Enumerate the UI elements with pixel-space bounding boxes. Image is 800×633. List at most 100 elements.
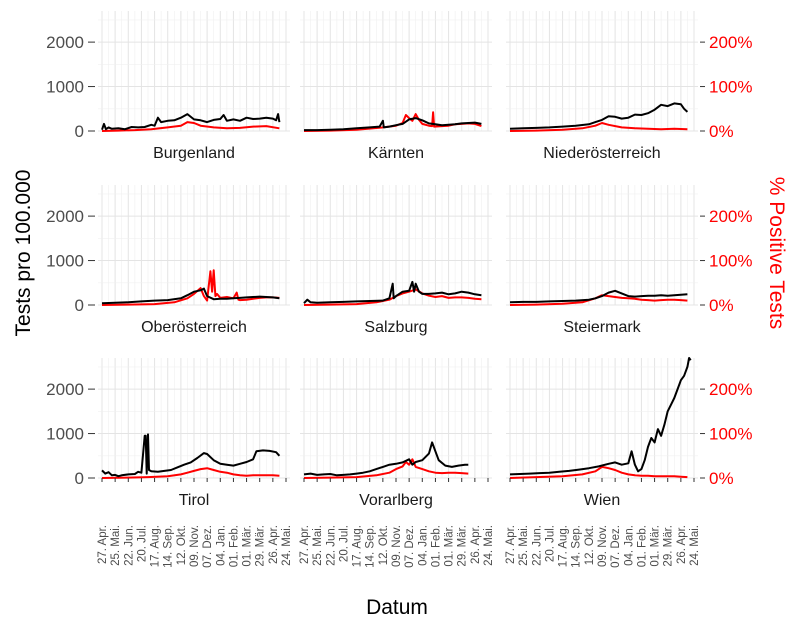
y-tick-label: 0 — [75, 122, 84, 141]
x-tick-label: 17. Aug. — [558, 525, 570, 567]
x-tick-label: 17. Aug. — [352, 525, 364, 567]
y-right-tick-label: 100% — [709, 252, 752, 271]
x-tick-label: 14. Sep. — [571, 525, 583, 568]
panel-burgenland: Burgenland — [98, 11, 290, 162]
y-right-tick-label: 200% — [709, 207, 752, 226]
tests-line — [101, 287, 280, 305]
x-tick-label: 25. Mai. — [110, 525, 122, 566]
panel-salzburg: Salzburg — [300, 185, 492, 336]
panel-title: Burgenland — [153, 145, 235, 162]
x-tick-label: 29. Mär. — [457, 525, 469, 567]
x-tick-label: 09. Nov. — [189, 525, 201, 567]
positive-rate-line — [509, 465, 688, 479]
x-tick-label: 14. Sep. — [365, 525, 377, 568]
panels-layer: Burgenland Kärnten Niederösterreich Oberöst… — [98, 11, 698, 509]
panel-title: Oberösterreich — [141, 319, 247, 336]
x-tick-label: 04. Jan. — [623, 525, 635, 566]
x-tick-label: 04. Jan. — [215, 525, 227, 566]
y-tick-label: 2000 — [46, 380, 84, 399]
y-tick-label: 1000 — [46, 252, 84, 271]
tests-line — [101, 433, 281, 478]
panel-title: Vorarlberg — [359, 492, 433, 509]
panel-title: Niederösterreich — [543, 145, 660, 162]
x-tick-label: 26. Apr. — [268, 525, 280, 564]
x-tick-label: 12. Okt. — [378, 525, 390, 565]
tests-line — [509, 289, 688, 304]
x-tick-label: 07. Dez. — [610, 525, 622, 568]
x-tick-label: 01. Mär. — [242, 525, 254, 567]
x-tick-label: 01. Feb. — [636, 525, 648, 567]
x-tick-label: 29. Mär. — [663, 525, 675, 567]
x-tick-label: 24. Mai. — [483, 525, 495, 566]
tests-line — [509, 102, 689, 130]
panel-vorarlberg: Vorarlberg — [300, 358, 492, 509]
y-tick-label: 1000 — [46, 425, 84, 444]
tests-line — [303, 441, 469, 477]
x-tick-label: 09. Nov. — [391, 525, 403, 567]
y-right-tick-label: 200% — [709, 33, 752, 52]
x-tick-label: 22. Jun. — [123, 525, 135, 566]
x-tick-label: 12. Okt. — [584, 525, 596, 565]
panel-oberösterreich: Oberösterreich — [98, 185, 290, 336]
x-tick-label: 09. Nov. — [597, 525, 609, 567]
y-right-tick-label: 0% — [709, 296, 734, 315]
y-tick-label: 0 — [75, 296, 84, 315]
positive-rate-line — [101, 467, 280, 479]
y-right-tick-label: 100% — [709, 425, 752, 444]
x-tick-label: 20. Jul. — [544, 525, 556, 562]
x-tick-label: 22. Jun. — [531, 525, 543, 566]
x-tick-label: 27. Apr. — [299, 525, 311, 564]
x-tick-label: 14. Sep. — [163, 525, 175, 568]
y-right-tick-label: 0% — [709, 469, 734, 488]
panel-tirol: Tirol — [98, 358, 290, 509]
x-tick-label: 01. Feb. — [228, 525, 240, 567]
x-tick-label: 20. Jul. — [338, 525, 350, 562]
positive-rate-line — [101, 121, 280, 132]
y-tick-label: 0 — [75, 469, 84, 488]
positive-rate-line — [509, 122, 688, 132]
x-tick-label: 07. Dez. — [404, 525, 416, 568]
y-right-tick-label: 0% — [709, 122, 734, 141]
x-axis-label: Datum — [366, 596, 428, 619]
x-tick-label: 25. Mai. — [312, 525, 324, 566]
x-tick-label: 27. Apr. — [97, 525, 109, 564]
y-axis-label-right: % Positive Tests — [765, 177, 788, 330]
tests-line — [303, 280, 482, 304]
positive-rate-line — [101, 269, 280, 306]
panel-niederösterreich: Niederösterreich — [506, 11, 698, 162]
x-tick-label: 17. Aug. — [150, 525, 162, 567]
x-tick-label: 01. Feb. — [430, 525, 442, 567]
panel-title: Salzburg — [364, 319, 427, 336]
positive-rate-line — [303, 458, 469, 479]
x-tick-label: 01. Mär. — [650, 525, 662, 567]
tests-line — [304, 117, 482, 132]
x-tick-label: 25. Mai. — [518, 525, 530, 566]
panel-steiermark: Steiermark — [506, 185, 698, 336]
x-tick-label: 26. Apr. — [470, 525, 482, 564]
panel-title: Wien — [584, 492, 620, 509]
x-tick-label: 29. Mär. — [255, 525, 267, 567]
x-tick-label: 22. Jun. — [325, 525, 337, 566]
y-tick-label: 2000 — [46, 207, 84, 226]
y-axis-label: Tests pro 100.000 — [12, 170, 35, 337]
x-tick-label: 01. Mär. — [444, 525, 456, 567]
y-tick-label: 1000 — [46, 78, 84, 97]
tests-line — [509, 357, 692, 476]
panel-title: Tirol — [179, 492, 210, 509]
panel-title: Steiermark — [563, 319, 641, 336]
positive-rate-line — [509, 294, 688, 306]
panel-title: Kärnten — [368, 145, 424, 162]
y-tick-label: 2000 — [46, 33, 84, 52]
x-tick-label: 07. Dez. — [202, 525, 214, 568]
x-ticks: 27. Apr. 25. Mai. 22. Jun. 20. Jul. 17. Aug.… — [97, 478, 701, 568]
y-ticks-left: 0 1000 2000 0 1000 2000 0 1000 2000 — [46, 33, 95, 488]
tests-line — [101, 113, 281, 131]
y-ticks-right: 0% 100% 200% 0% 100% 200% 0% 100% 200% — [700, 33, 752, 488]
x-tick-label: 24. Mai. — [281, 525, 293, 566]
y-right-tick-label: 100% — [709, 78, 752, 97]
x-tick-label: 20. Jul. — [136, 525, 148, 562]
x-tick-label: 04. Jan. — [417, 525, 429, 566]
panel-kärnten: Kärnten — [300, 11, 492, 162]
y-right-tick-label: 200% — [709, 380, 752, 399]
